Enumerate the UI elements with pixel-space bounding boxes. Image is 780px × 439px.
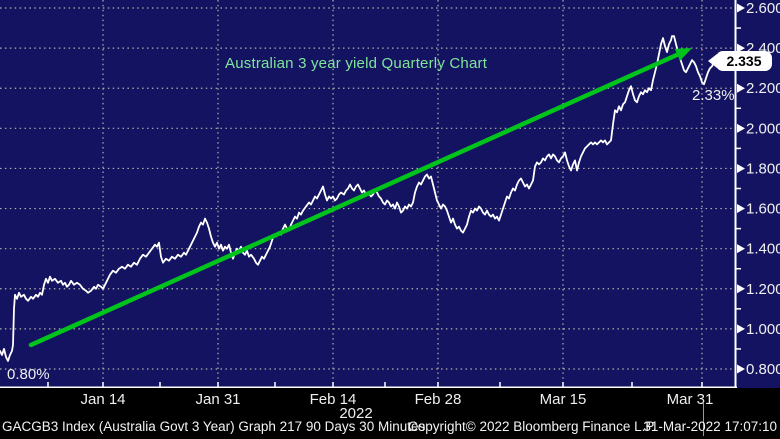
chart-canvas: 2.6002.4002.2002.0001.8001.6001.4001.200… — [0, 0, 780, 388]
y-axis-label: 1.600 — [746, 201, 780, 218]
chart-plot-area[interactable]: 2.600 2.400 2.200 2.000 1.800 1.600 1.400 1.200… — [0, 0, 780, 388]
axis-and-footer-band: Jan 14 Jan 31 Feb 14 Feb 28 Mar 15 Mar 31 202… — [0, 388, 780, 439]
y-axis-label: 1.400 — [746, 241, 780, 258]
start-yield-annotation: 0.80% — [7, 366, 50, 383]
y-tick-arrow-icon — [737, 3, 745, 13]
y-axis-label: 1.000 — [746, 321, 780, 338]
y-tick-arrow-icon — [737, 364, 745, 374]
y-axis-label: 1.200 — [746, 281, 780, 298]
footer-timestamp: 31-Mar-2022 17:07:10 — [643, 419, 777, 434]
y-axis-label: 2.600 — [746, 0, 780, 17]
y-tick-arrow-icon — [737, 163, 745, 173]
last-price-value: 2.335 — [726, 53, 762, 69]
y-tick-arrow-icon — [737, 284, 745, 294]
y-tick-arrow-icon — [737, 204, 745, 214]
x-axis-label: Mar 15 — [539, 391, 587, 408]
footer-security-description: GACGB3 Index (Australia Govt 3 Year) Gra… — [2, 419, 426, 434]
x-axis-year-label: 2022 — [339, 405, 373, 422]
trend-arrow-head-icon — [674, 48, 692, 61]
y-tick-arrow-icon — [737, 324, 745, 334]
footer-copyright: Copyright© 2022 Bloomberg Finance L.P. — [408, 419, 657, 434]
x-axis-label: Jan 31 — [195, 391, 241, 408]
y-tick-arrow-icon — [737, 244, 745, 254]
y-axis-label: 1.800 — [746, 160, 780, 177]
chart-title: Australian 3 year yield Quarterly Chart — [225, 55, 488, 72]
footer: GACGB3 Index (Australia Govt 3 Year) Gra… — [0, 418, 780, 438]
last-price-tag: 2.335 — [708, 51, 772, 71]
x-axis-label: Jan 14 — [80, 391, 126, 408]
x-axis-label: Feb 28 — [414, 391, 462, 408]
price-line — [0, 35, 716, 362]
end-yield-annotation: 2.33% — [692, 87, 735, 104]
period-end-tick — [703, 402, 704, 436]
y-tick-arrow-icon — [737, 123, 745, 133]
y-axis-label: 2.000 — [746, 120, 780, 137]
x-axis-label: Feb 14 — [309, 391, 357, 408]
trend-arrow-shaft — [28, 52, 680, 348]
x-axis-label: Mar 31 — [666, 391, 714, 408]
y-axis-label: 2.200 — [746, 80, 780, 97]
y-tick-arrow-icon — [737, 43, 745, 53]
y-tick-arrow-icon — [737, 83, 745, 93]
y-axis-label: 0.800 — [746, 361, 780, 378]
